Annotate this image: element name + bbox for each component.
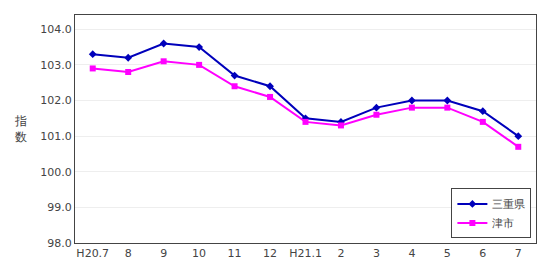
svg-text:指数: 指数 xyxy=(14,114,27,144)
svg-text:4: 4 xyxy=(408,247,415,260)
svg-text:6: 6 xyxy=(479,247,486,260)
svg-text:101.0: 101.0 xyxy=(40,130,72,143)
svg-text:102.0: 102.0 xyxy=(40,94,72,107)
svg-text:H21.1: H21.1 xyxy=(289,247,322,260)
svg-text:津市: 津市 xyxy=(492,217,514,230)
svg-text:3: 3 xyxy=(373,247,380,260)
svg-text:8: 8 xyxy=(125,247,132,260)
svg-text:98.0: 98.0 xyxy=(47,237,72,250)
svg-text:12: 12 xyxy=(263,247,277,260)
svg-text:H20.7: H20.7 xyxy=(76,247,109,260)
svg-text:9: 9 xyxy=(160,247,167,260)
svg-text:7: 7 xyxy=(515,247,522,260)
svg-text:99.0: 99.0 xyxy=(47,201,72,214)
svg-text:103.0: 103.0 xyxy=(40,59,72,72)
svg-text:104.0: 104.0 xyxy=(40,23,72,36)
svg-text:2: 2 xyxy=(337,247,344,260)
svg-text:100.0: 100.0 xyxy=(40,166,72,179)
svg-text:三重県: 三重県 xyxy=(492,198,525,211)
svg-text:10: 10 xyxy=(192,247,206,260)
svg-text:5: 5 xyxy=(444,247,451,260)
svg-text:11: 11 xyxy=(228,247,242,260)
